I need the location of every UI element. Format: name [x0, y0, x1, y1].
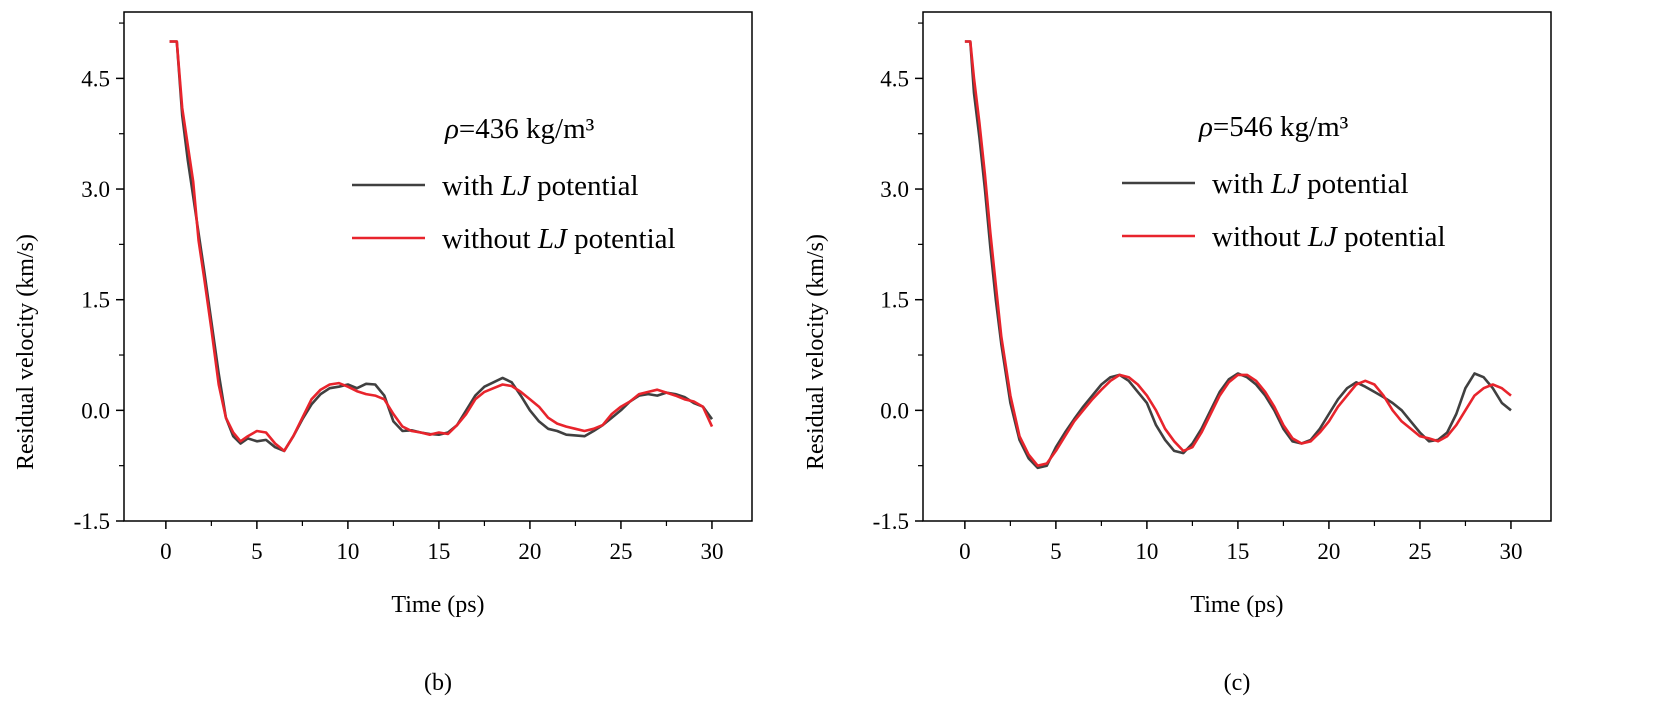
- y-axis-title: Residual velocity (km/s): [803, 234, 829, 470]
- x-tick-label: 20: [1317, 539, 1340, 564]
- x-tick-label: 0: [959, 539, 971, 564]
- rho-symbol: ρ: [1198, 111, 1213, 143]
- legend-label-suffix: potential: [1337, 221, 1446, 253]
- density-value: =546 kg/m³: [1213, 111, 1349, 143]
- x-tick-label: 25: [609, 539, 632, 564]
- x-tick-label: 20: [518, 539, 541, 564]
- y-tick-label: 1.5: [880, 288, 909, 313]
- legend-label-suffix: potential: [567, 223, 676, 255]
- x-axis-title: Time (ps): [391, 592, 484, 618]
- x-tick-label: 25: [1408, 539, 1431, 564]
- y-tick-label: 1.5: [81, 288, 110, 313]
- x-tick-label: 15: [1226, 539, 1249, 564]
- legend-label-without-lj: without LJ potential: [442, 223, 676, 255]
- y-tick-label: 3.0: [880, 177, 909, 202]
- x-tick-label: 5: [1050, 539, 1062, 564]
- series-line-with-lj: [964, 40, 1512, 470]
- legend-label-lj: LJ: [500, 170, 531, 202]
- legend-label-prefix: with: [442, 170, 501, 202]
- y-axis-title: Residual velocity (km/s): [13, 234, 39, 470]
- legend-label-suffix: potential: [530, 170, 639, 202]
- y-tick-label: 3.0: [81, 177, 110, 202]
- legend-label-prefix: without: [1212, 221, 1308, 253]
- density-value: =436 kg/m³: [459, 113, 595, 145]
- x-tick-label: 10: [336, 539, 359, 564]
- legend-label-lj: LJ: [537, 223, 568, 255]
- chart-panel-b: 0 5 10 15 20 25 30 -1.5 0.0 1.5 3.0 4.5 Time (ps) Res…: [13, 11, 753, 696]
- y-tick-label: 0.0: [81, 398, 110, 423]
- y-tick-label: 4.5: [81, 66, 110, 91]
- series-line-without-lj: [964, 40, 1512, 468]
- x-tick-label: 10: [1135, 539, 1158, 564]
- x-tick-label: 5: [251, 539, 263, 564]
- legend-label-prefix: without: [442, 223, 538, 255]
- legend-label-lj: LJ: [1270, 168, 1301, 200]
- legend-label-suffix: potential: [1300, 168, 1409, 200]
- legend-label-with-lj: with LJ potential: [1212, 168, 1409, 200]
- y-tick-label: -1.5: [74, 509, 110, 534]
- panel-label: (b): [424, 670, 452, 696]
- legend-label-without-lj: without LJ potential: [1212, 221, 1446, 253]
- x-tick-label: 30: [1499, 539, 1522, 564]
- panel-label: (c): [1224, 670, 1251, 696]
- x-tick-label: 15: [427, 539, 450, 564]
- x-tick-label: 0: [160, 539, 172, 564]
- rho-symbol: ρ: [444, 113, 459, 145]
- y-tick-label: -1.5: [873, 509, 909, 534]
- plot-frame: [123, 11, 753, 522]
- x-axis-title: Time (ps): [1190, 592, 1283, 618]
- y-tick-label: 4.5: [880, 66, 909, 91]
- density-annotation: ρ=546 kg/m³: [1198, 111, 1349, 143]
- legend-label-prefix: with: [1212, 168, 1271, 200]
- x-tick-label: 30: [700, 539, 723, 564]
- chart-panel-c: 0 5 10 15 20 25 30 -1.5 0.0 1.5 3.0 4.5 Time (ps) Res…: [803, 11, 1552, 696]
- y-tick-label: 0.0: [880, 398, 909, 423]
- density-annotation: ρ=436 kg/m³: [444, 113, 595, 145]
- legend-label-lj: LJ: [1307, 221, 1338, 253]
- plot-frame: [922, 11, 1552, 522]
- legend-label-with-lj: with LJ potential: [442, 170, 639, 202]
- series-line-without-lj: [169, 40, 714, 453]
